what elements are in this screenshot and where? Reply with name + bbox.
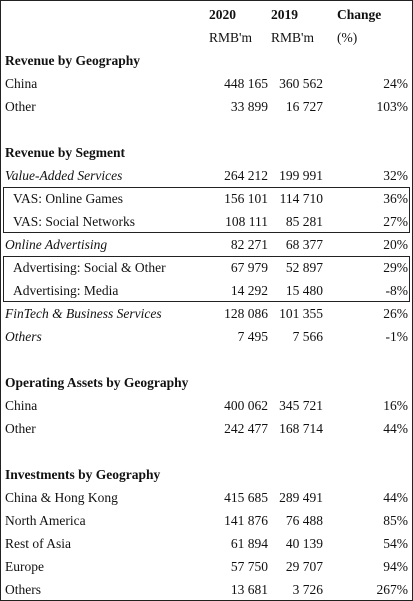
- value-2020: 14 292: [230, 282, 268, 298]
- value-2020: 400 062: [224, 397, 268, 413]
- value-change: 85%: [383, 512, 408, 528]
- row-label: Advertising: Social & Other: [13, 259, 166, 275]
- row-label: VAS: Online Games: [13, 190, 123, 206]
- value-change: 26%: [383, 305, 408, 321]
- value-2019: 40 139: [285, 535, 323, 551]
- value-change: 94%: [383, 558, 408, 574]
- value-2019: 7 566: [292, 328, 323, 344]
- value-change: 267%: [376, 581, 409, 597]
- value-2020: 415 685: [224, 489, 268, 505]
- value-2020: 448 165: [224, 75, 268, 91]
- value-2019: 52 897: [285, 259, 323, 275]
- row-label: China & Hong Kong: [5, 489, 118, 505]
- value-change: 44%: [383, 489, 408, 505]
- value-2020: 264 212: [224, 167, 268, 183]
- row-label: Other: [5, 420, 36, 436]
- section-title: Revenue by Segment: [5, 144, 125, 160]
- row-label: Other: [5, 98, 36, 114]
- value-2019: 29 707: [285, 558, 323, 574]
- row-label: VAS: Social Networks: [13, 213, 136, 229]
- value-2020: 242 477: [224, 420, 268, 436]
- row-label: Others: [5, 328, 42, 344]
- value-change: 44%: [383, 420, 408, 436]
- value-2019: 345 721: [279, 397, 323, 413]
- value-2020: 33 899: [230, 98, 268, 114]
- value-2019: 360 562: [279, 75, 323, 91]
- section-title: Operating Assets by Geography: [5, 374, 189, 390]
- value-2019: 3 726: [292, 581, 323, 597]
- column-header: Change: [337, 6, 382, 22]
- row-label: Value-Added Services: [5, 167, 123, 183]
- value-2019: 199 991: [279, 167, 323, 183]
- column-header: 2019: [271, 6, 298, 22]
- row-label: Europe: [5, 558, 44, 574]
- value-change: 20%: [383, 236, 408, 252]
- value-2020: 61 894: [230, 535, 268, 551]
- row-label: Others: [5, 581, 41, 597]
- column-unit: RMB'm: [271, 29, 314, 45]
- value-change: 27%: [383, 213, 408, 229]
- row-label: Advertising: Media: [13, 282, 119, 298]
- value-change: 32%: [383, 167, 408, 183]
- row-label: Rest of Asia: [5, 535, 71, 551]
- value-2019: 101 355: [279, 305, 323, 321]
- value-2019: 76 488: [285, 512, 323, 528]
- value-change: -8%: [385, 282, 409, 298]
- section-title: Investments by Geography: [5, 466, 161, 482]
- value-2019: 15 480: [285, 282, 323, 298]
- value-change: 36%: [383, 190, 408, 206]
- value-2020: 156 101: [224, 190, 268, 206]
- value-2020: 141 876: [224, 512, 268, 528]
- value-change: 24%: [383, 75, 408, 91]
- value-change: 54%: [383, 535, 408, 551]
- column-unit: RMB'm: [209, 29, 252, 45]
- section-title: Revenue by Geography: [5, 52, 140, 68]
- value-2019: 68 377: [285, 236, 323, 252]
- row-label: China: [5, 397, 38, 413]
- value-change: 103%: [376, 98, 409, 114]
- row-label: North America: [5, 512, 86, 528]
- value-2019: 114 710: [279, 190, 323, 206]
- value-2019: 168 714: [279, 420, 323, 436]
- value-2019: 16 727: [285, 98, 323, 114]
- value-change: 29%: [383, 259, 408, 275]
- value-2020: 128 086: [224, 305, 268, 321]
- value-2020: 57 750: [230, 558, 268, 574]
- row-label: China: [5, 75, 38, 91]
- value-2019: 289 491: [279, 489, 323, 505]
- column-unit: (%): [337, 29, 358, 45]
- value-change: 16%: [383, 397, 408, 413]
- column-header: 2020: [209, 6, 236, 22]
- group-box: [3, 186, 410, 233]
- value-2020: 82 271: [230, 236, 268, 252]
- row-label: Online Advertising: [5, 236, 108, 252]
- value-2020: 13 681: [230, 581, 268, 597]
- row-label: FinTech & Business Services: [5, 305, 162, 321]
- value-2020: 108 111: [225, 213, 268, 229]
- value-2019: 85 281: [285, 213, 323, 229]
- value-2020: 67 979: [230, 259, 268, 275]
- group-box: [3, 255, 410, 302]
- value-change: -1%: [385, 328, 409, 344]
- value-2020: 7 495: [237, 328, 268, 344]
